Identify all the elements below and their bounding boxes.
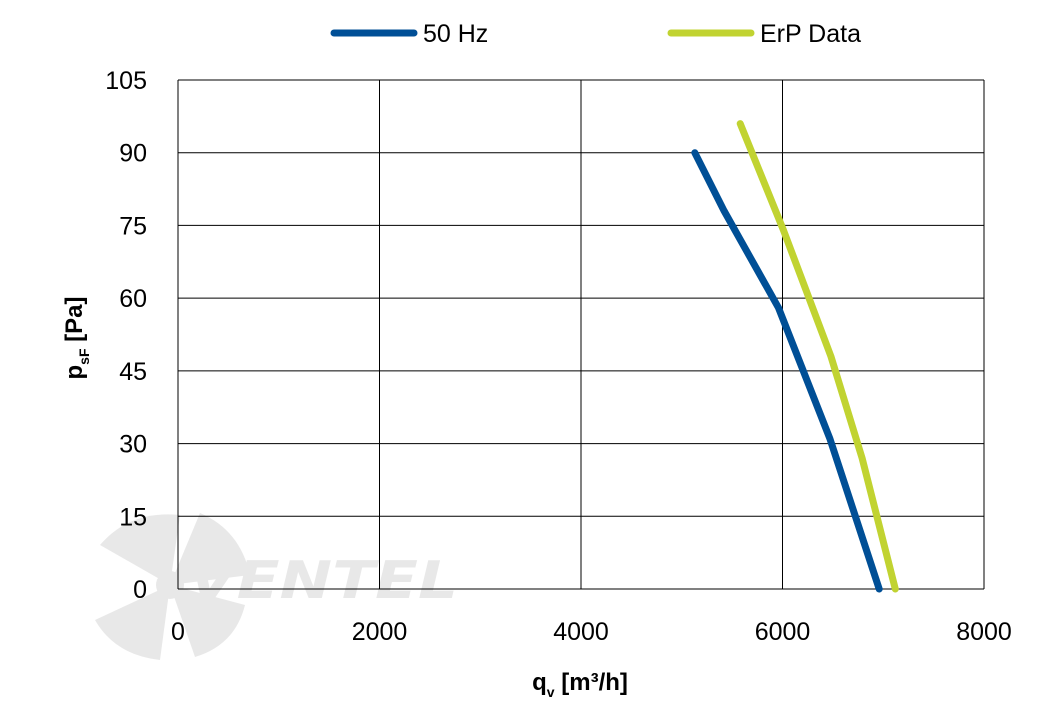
series-layer bbox=[691, 120, 899, 593]
svg-text:VENTEL: VENTEL bbox=[188, 551, 458, 611]
y-tick-label: 90 bbox=[119, 140, 147, 168]
y-tick-label: 60 bbox=[119, 285, 147, 313]
series-line-0 bbox=[691, 149, 883, 593]
legend-label-0: 50 Hz bbox=[423, 20, 488, 48]
x-tick-label: 6000 bbox=[755, 618, 811, 646]
tick-labels: 0 15 30 45 60 75 90 105 0 2000 4000 6000 8000 bbox=[105, 67, 1012, 646]
y-tick-label: 45 bbox=[119, 358, 147, 386]
watermark-logo: VENTEL bbox=[95, 513, 458, 660]
x-tick-label: 2000 bbox=[352, 618, 408, 646]
x-tick-label: 0 bbox=[171, 618, 185, 646]
y-tick-label: 105 bbox=[105, 67, 147, 95]
y-axis-title: psF [Pa] bbox=[61, 296, 92, 379]
x-tick-label: 4000 bbox=[553, 618, 609, 646]
legend: 50 Hz ErP Data bbox=[330, 20, 861, 48]
y-tick-label: 15 bbox=[119, 503, 147, 531]
y-tick-label: 0 bbox=[133, 576, 147, 604]
y-tick-label: 30 bbox=[119, 431, 147, 459]
legend-label-1: ErP Data bbox=[760, 20, 861, 48]
series-line-1 bbox=[736, 120, 899, 593]
x-tick-label: 8000 bbox=[956, 618, 1012, 646]
gridlines bbox=[177, 79, 985, 590]
x-axis-title: qv [m³/h] bbox=[532, 669, 628, 700]
fan-logo-icon bbox=[95, 513, 250, 660]
y-tick-label: 75 bbox=[119, 212, 147, 240]
